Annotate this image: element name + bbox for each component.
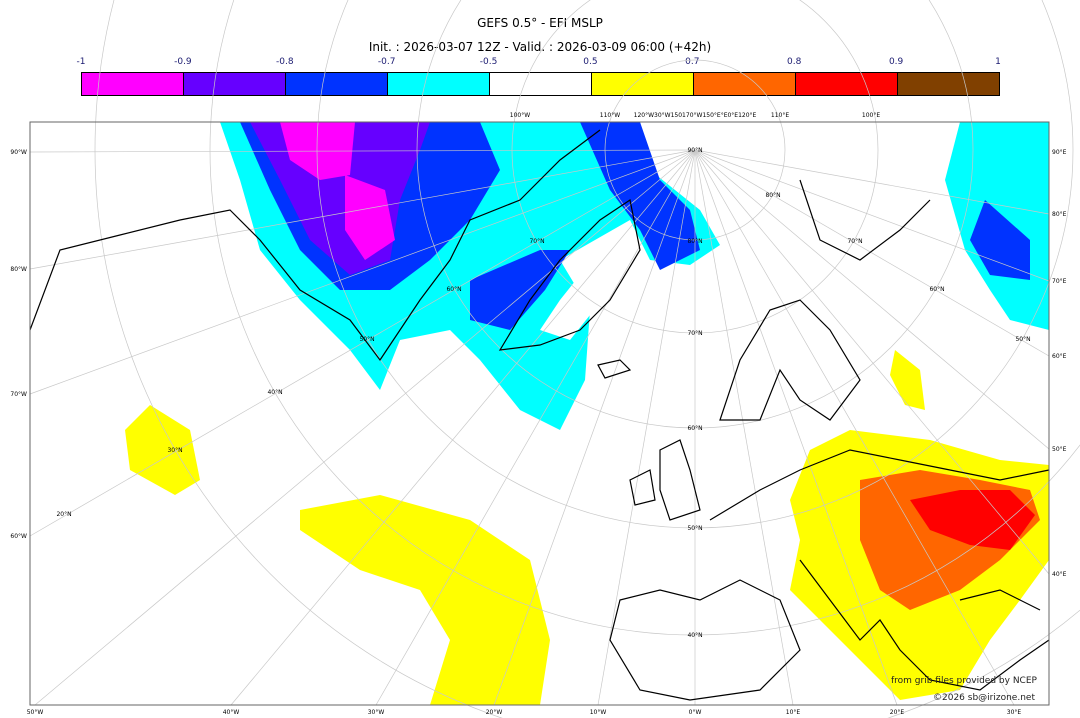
colorbar-swatch (694, 73, 796, 95)
field-blue-mid (470, 250, 570, 330)
lon-label-right: 70°E (1052, 278, 1067, 285)
lat-label: 60°N (929, 286, 944, 293)
lon-label-right: 60°E (1052, 353, 1067, 360)
map-subtitle: Init. : 2026-03-07 12Z - Valid. : 2026-0… (368, 40, 712, 54)
colorbar-tick: -0.5 (479, 57, 498, 67)
lat-label: 30°N (167, 447, 182, 454)
map-title: GEFS 0.5° - EFI MSLP (477, 16, 603, 30)
map-frame (29, 121, 1050, 706)
lat-label: 90°N (687, 147, 702, 154)
field-yellow-caspian (890, 350, 925, 410)
colorbar (81, 72, 1000, 96)
lat-label: 70°N (687, 330, 702, 337)
colorbar-swatch (286, 73, 388, 95)
field-blue-east (970, 200, 1030, 280)
lon-label-bottom: 30°W (368, 709, 385, 716)
colorbar-tick: 0.8 (787, 57, 802, 67)
lon-label-left: 90°W (10, 149, 27, 156)
lon-label-right: 40°E (1052, 571, 1067, 578)
field-white-greenland (540, 225, 640, 340)
lon-label-left: 60°W (10, 533, 27, 540)
lon-label-right: 50°E (1052, 446, 1067, 453)
colorbar-tick: 1 (995, 57, 1001, 67)
colorbar-tick: -0.9 (174, 57, 192, 67)
lon-label-bottom: 0°W (689, 709, 702, 716)
colorbar-swatch (184, 73, 286, 95)
colorbar-swatch (388, 73, 490, 95)
lat-label: 60°N (687, 425, 702, 432)
credit-copyright: ©2026 sb@irizone.net (933, 693, 1035, 703)
colorbar-swatch (898, 73, 999, 95)
lon-label-left: 80°W (10, 266, 27, 273)
lat-label: 80°N (687, 238, 702, 245)
colorbar-tick: 0.7 (685, 57, 700, 67)
lat-label: 50°N (1015, 336, 1030, 343)
lon-label-top: 100°E (862, 112, 880, 119)
colorbar-swatch (592, 73, 694, 95)
lon-label-left: 70°W (10, 391, 27, 398)
colorbar-swatch (796, 73, 898, 95)
lon-label-bottom: 10°W (590, 709, 607, 716)
lon-label-bottom: 40°W (223, 709, 240, 716)
colorbar-swatch (82, 73, 184, 95)
lon-label-top: 120°W30°W150170°W150°E°E0°E120°E (634, 112, 757, 119)
field-red-europe (910, 490, 1035, 550)
lon-label-bottom: 20°E (890, 709, 905, 716)
lon-label-right: 90°E (1052, 149, 1067, 156)
lon-label-bottom: 10°E (786, 709, 801, 716)
lon-label-top: 100°W (510, 112, 530, 119)
lat-label: 40°N (687, 632, 702, 639)
lon-label-bottom: 30°E (1007, 709, 1022, 716)
field-magenta-west2 (345, 175, 395, 260)
colorbar-tick: 0.5 (583, 57, 598, 67)
colorbar-tick: -1 (76, 57, 86, 67)
lon-label-top: 110°E (771, 112, 789, 119)
colorbar-tick: 0.9 (888, 57, 904, 67)
graticule (29, 0, 1080, 718)
colorbar-tick: -0.7 (377, 57, 396, 67)
lat-label: 20°N (56, 511, 71, 518)
lon-label-bottom: 50°W (27, 709, 44, 716)
field-yellow-30n (125, 405, 200, 495)
lat-label: 50°N (687, 525, 702, 532)
lon-label-right: 80°E (1052, 211, 1067, 218)
lat-label: 80°N (765, 192, 780, 199)
lat-label: 70°N (529, 238, 544, 245)
lat-label: 40°N (267, 389, 282, 396)
lat-label: 50°N (359, 336, 374, 343)
credit-source: from grib files provided by NCEP (891, 676, 1037, 686)
lat-label: 70°N (847, 238, 862, 245)
colorbar-tick: -0.8 (275, 57, 294, 67)
lon-label-top: 110°W (600, 112, 620, 119)
colorbar-swatch (490, 73, 592, 95)
lon-label-bottom: 20°W (486, 709, 503, 716)
coastlines (29, 129, 1050, 701)
lat-label: 60°N (446, 286, 461, 293)
